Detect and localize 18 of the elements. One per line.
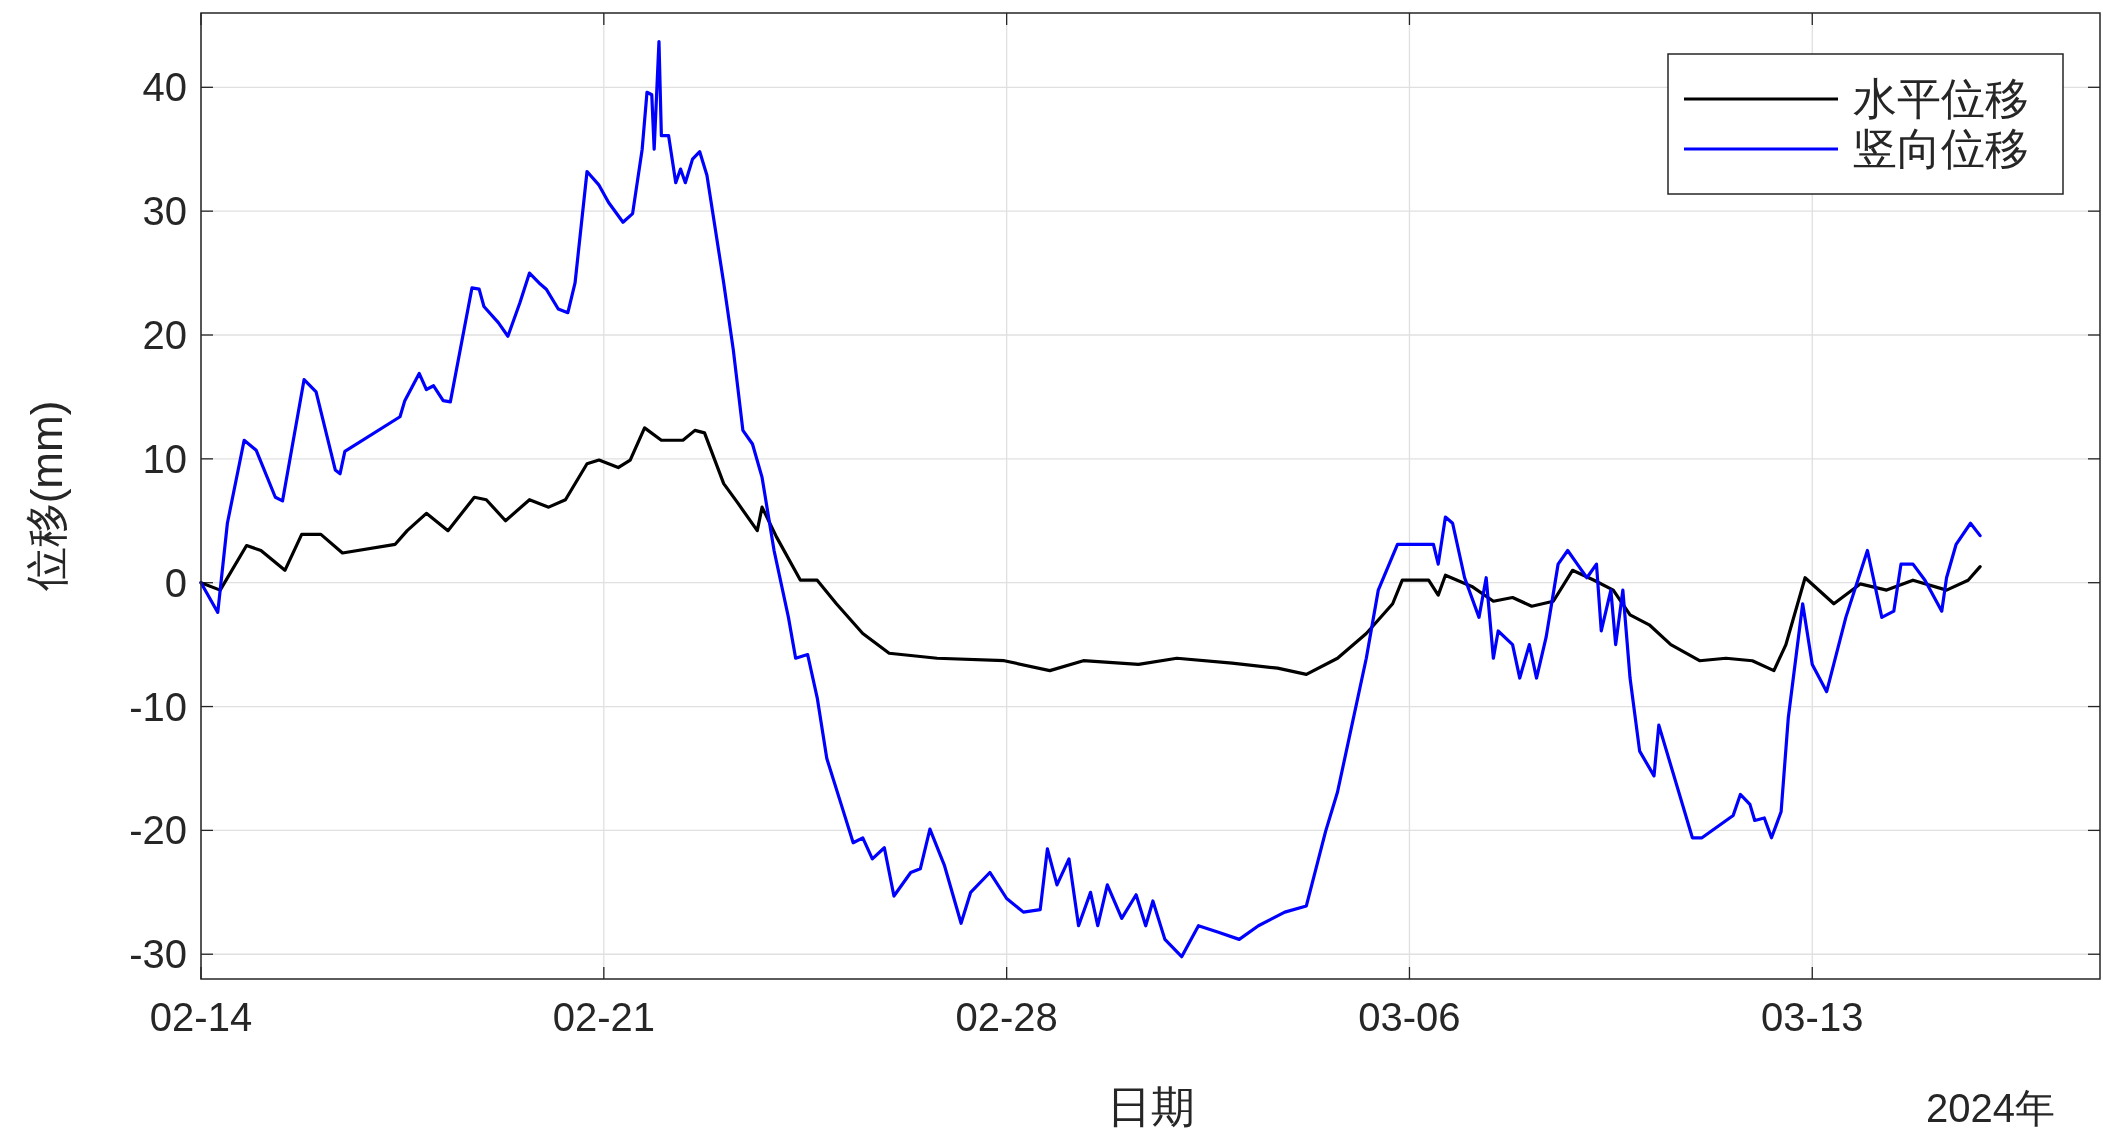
x-tick-label: 03-13	[1761, 995, 1864, 1039]
x-tick-label: 02-14	[149, 995, 253, 1039]
y-tick-label: -20	[129, 808, 187, 853]
text: 2024年	[1926, 1086, 2055, 1130]
y-tick-label: 30	[142, 189, 187, 234]
x-tick-label: 03-06	[1358, 995, 1461, 1039]
x-axis-title: 日期	[1106, 1082, 1195, 1131]
legend-label: 竖向位移	[1853, 124, 2029, 173]
y-tick-label: 0	[164, 560, 187, 605]
y-tick-label: -10	[129, 684, 187, 729]
y-tick-label: 20	[142, 313, 187, 357]
legend-label: 水平位移	[1853, 74, 2029, 123]
x-tick-label: 02-28	[955, 995, 1058, 1039]
y-axis-title: 位移(mm)	[22, 400, 71, 592]
y-tick-label: 10	[142, 436, 187, 481]
y-tick-label: -30	[129, 932, 187, 977]
x-tick-label: 02-21	[552, 995, 655, 1039]
y-tick-label: 40	[142, 65, 187, 110]
